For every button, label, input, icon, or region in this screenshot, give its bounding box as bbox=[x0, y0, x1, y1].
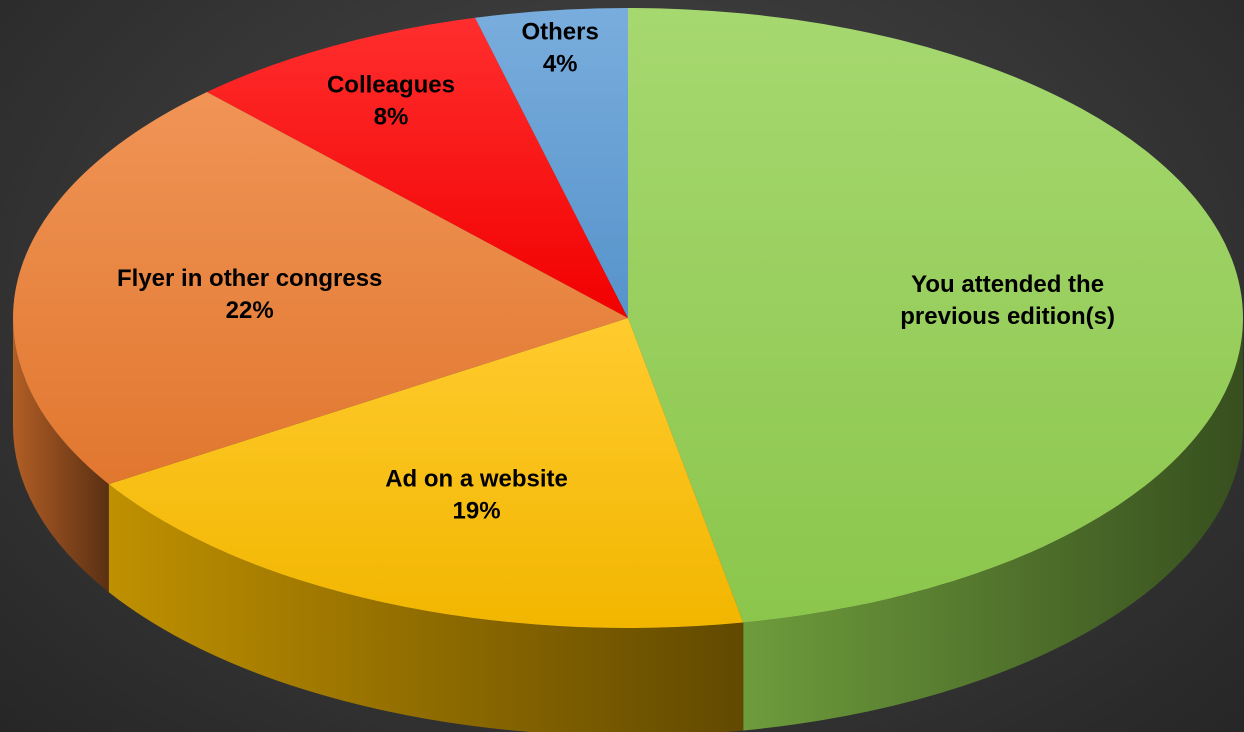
pie-label-colleagues: Colleagues 8% bbox=[327, 72, 455, 131]
pie-slice-others bbox=[475, 8, 628, 318]
pie-sides bbox=[13, 318, 1243, 732]
pie-slice-you-attended-the-previous-edition-s bbox=[628, 8, 1243, 623]
pie-label-flyer-in-other-congress: Flyer in other congress 22% bbox=[117, 265, 382, 324]
pie-slice-flyer-in-other-congress bbox=[13, 92, 629, 485]
pie-slices bbox=[13, 8, 1243, 628]
pie-slice-ad-on-a-website bbox=[108, 318, 744, 628]
pie-side-ad-on-a-website bbox=[108, 484, 744, 732]
pie-label-you-attended-the-previous-edition-s: You attended the previous edition(s) bbox=[900, 271, 1115, 330]
pie-slice-colleagues bbox=[207, 17, 628, 318]
pie-label-others: Others 4% bbox=[521, 18, 598, 77]
pie-labels: You attended the previous edition(s) Ad on… bbox=[117, 18, 1115, 524]
pie-side-you-attended-the-previous-edition-s bbox=[743, 318, 1243, 731]
pie-label-ad-on-a-website: Ad on a website 19% bbox=[385, 465, 568, 524]
pie-side-flyer-in-other-congress bbox=[13, 318, 109, 593]
